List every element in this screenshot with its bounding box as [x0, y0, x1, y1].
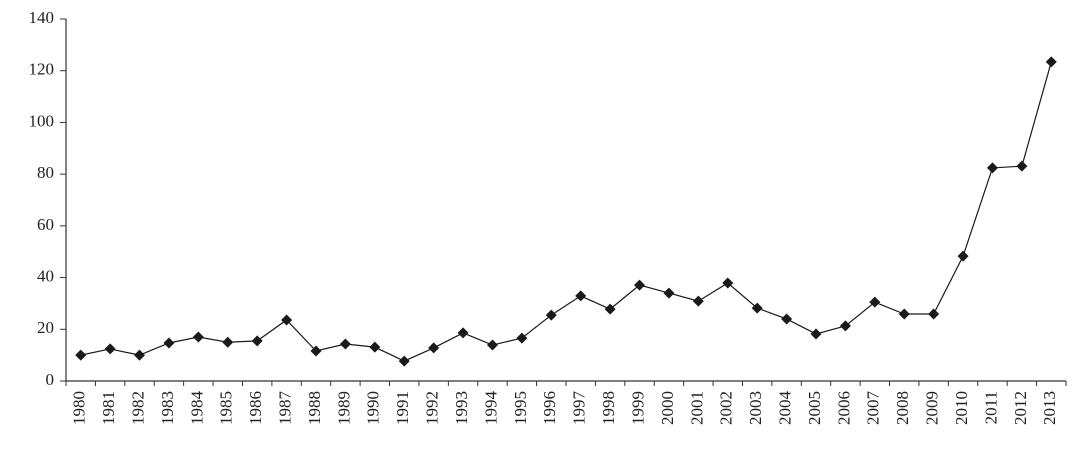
marker	[1016, 160, 1028, 172]
marker	[486, 339, 498, 351]
marker	[134, 349, 146, 361]
x-tick-label: 2011	[981, 391, 1000, 424]
marker	[428, 342, 440, 354]
x-tick-label: 2004	[775, 391, 794, 426]
marker	[369, 341, 381, 353]
x-tick-label: 1981	[99, 391, 118, 425]
marker	[192, 331, 204, 343]
x-tick-label: 2005	[805, 391, 824, 425]
x-tick-label: 1987	[275, 391, 294, 426]
x-tick-label: 2010	[952, 391, 971, 425]
marker	[604, 303, 616, 315]
line	[80, 61, 1052, 362]
y-tick-label: 20	[37, 318, 54, 337]
x-tick-label: 1984	[187, 391, 206, 426]
marker	[310, 345, 322, 357]
x-tick-label: 2000	[658, 391, 677, 425]
marker	[781, 313, 793, 325]
marker	[663, 287, 675, 299]
marker	[751, 302, 763, 314]
x-tick-label: 1983	[158, 391, 177, 425]
marker	[575, 290, 587, 302]
marker	[692, 295, 704, 307]
x-tick-label: 1995	[511, 391, 530, 425]
marker	[1045, 56, 1057, 68]
marker	[986, 162, 998, 174]
marker	[839, 320, 851, 332]
marker	[75, 349, 87, 361]
x-tick-label: 1985	[217, 391, 236, 425]
x-tick-label: 1993	[452, 391, 471, 425]
x-tick-label: 1992	[423, 391, 442, 425]
x-tick-label: 2013	[1040, 391, 1059, 425]
marker	[634, 279, 646, 291]
marker	[457, 327, 469, 339]
x-tick-label: 1999	[628, 391, 647, 425]
marker	[516, 332, 528, 344]
x-tick-label: 2008	[893, 391, 912, 425]
y-tick-label: 60	[37, 215, 54, 234]
x-tick-label: 2006	[834, 391, 853, 425]
y-tick-label: 100	[29, 111, 55, 130]
x-tick-label: 1994	[481, 391, 500, 426]
x-tick-label: 1982	[128, 391, 147, 425]
y-tick-label: 120	[29, 60, 55, 79]
marker	[810, 328, 822, 340]
marker	[251, 335, 263, 347]
x-tick-label: 1986	[246, 391, 265, 425]
y-tick-label: 40	[37, 266, 54, 285]
marker	[104, 343, 116, 355]
marker	[222, 336, 234, 348]
x-tick-label: 1998	[599, 391, 618, 425]
x-tick-label: 1991	[393, 391, 412, 425]
x-tick-label: 2009	[923, 391, 942, 425]
x-tick-label: 1996	[540, 391, 559, 425]
marker	[339, 338, 351, 350]
x-tick-label: 1980	[70, 391, 89, 425]
x-tick-label: 2003	[746, 391, 765, 425]
x-tick-label: 1990	[364, 391, 383, 425]
marker	[928, 308, 940, 320]
x-tick-label: 2012	[1011, 391, 1030, 425]
marker	[869, 296, 881, 308]
x-tick-label: 2002	[717, 391, 736, 425]
marker	[281, 314, 293, 326]
x-tick-label: 2001	[687, 391, 706, 425]
y-tick-label: 0	[46, 370, 55, 389]
x-tick-label: 1989	[334, 391, 353, 425]
marker	[898, 308, 910, 320]
marker	[957, 250, 969, 262]
x-tick-label: 2007	[864, 391, 883, 426]
marker	[398, 355, 410, 367]
marker	[722, 277, 734, 289]
y-tick-label: 140	[29, 8, 55, 27]
x-tick-label: 1997	[570, 391, 589, 426]
x-tick-label: 1988	[305, 391, 324, 425]
y-tick-label: 80	[37, 163, 54, 182]
marker	[545, 309, 557, 321]
marker	[163, 337, 175, 349]
